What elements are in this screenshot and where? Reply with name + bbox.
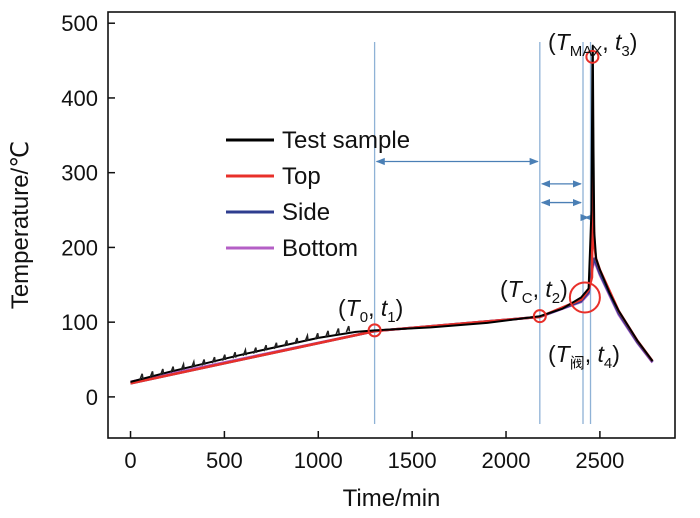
ann-t1-time: t — [381, 295, 389, 321]
event-marker-3 — [585, 49, 600, 64]
series-line-top — [130, 167, 654, 385]
annotation-tc-t2: (TC, t2) — [500, 276, 568, 307]
ann-t2-symbol: T — [508, 276, 524, 302]
ann-t4-time-sub: 4 — [604, 355, 612, 372]
ann-t2-time: t — [545, 276, 553, 302]
ann-t3-symbol: T — [556, 29, 572, 55]
y-tick-label-0: 0 — [86, 385, 98, 410]
x-axis-title: Time/min — [343, 485, 441, 512]
legend-label-3: Bottom — [282, 235, 358, 262]
y-axis-title: Temperature/℃ — [7, 141, 34, 309]
legend-label-0: Test sample — [282, 127, 410, 154]
ann-t4-symbol: T — [556, 341, 572, 367]
y-tick-label-400: 400 — [61, 86, 98, 111]
event-marker-0 — [367, 323, 382, 338]
plot-frame — [107, 11, 676, 439]
x-tick-label-1000: 1000 — [294, 448, 343, 473]
axis-ticks: 0 500 1000 1500 2000 2500 0 100 200 300 400 500 — [61, 11, 624, 473]
ann-t4-time: t — [598, 341, 606, 367]
ann-t4-sub: 阀 — [570, 355, 585, 372]
ann-t3-time: t — [615, 29, 623, 55]
event-marker-2 — [568, 281, 601, 314]
ann-t1-time-sub: 1 — [387, 309, 395, 326]
ann-t3-sub: MAX — [570, 43, 603, 60]
ann-t3-time-sub: 3 — [621, 43, 629, 60]
x-tick-label-0: 0 — [124, 448, 136, 473]
annotation-tfa-t4: (T阀, t4) — [548, 341, 620, 372]
x-tick-label-2500: 2500 — [575, 448, 624, 473]
annotation-tmax-t3: (TMAX, t3) — [548, 29, 637, 60]
ann-t2-time-sub: 2 — [552, 290, 560, 307]
series-line-test-sample — [130, 44, 654, 383]
y-tick-label-300: 300 — [61, 161, 98, 186]
x-tick-label-1500: 1500 — [388, 448, 437, 473]
y-tick-label-500: 500 — [61, 11, 98, 36]
y-tick-label-100: 100 — [61, 310, 98, 335]
x-tick-label-500: 500 — [206, 448, 243, 473]
plot-area — [107, 11, 676, 439]
annotation-t0-t1: (T0, t1) — [338, 295, 403, 326]
legend-label-2: Side — [282, 199, 330, 226]
legend: Test sample Top Side Bottom — [226, 127, 410, 262]
ann-t1-sub: 0 — [360, 309, 368, 326]
heating-oscillation — [139, 325, 351, 381]
ann-t1-symbol: T — [346, 295, 362, 321]
legend-label-1: Top — [282, 163, 321, 190]
ann-t2-sub: C — [522, 290, 533, 307]
event-marker-1 — [532, 309, 547, 324]
x-tick-label-2000: 2000 — [482, 448, 531, 473]
y-tick-label-200: 200 — [61, 235, 98, 260]
